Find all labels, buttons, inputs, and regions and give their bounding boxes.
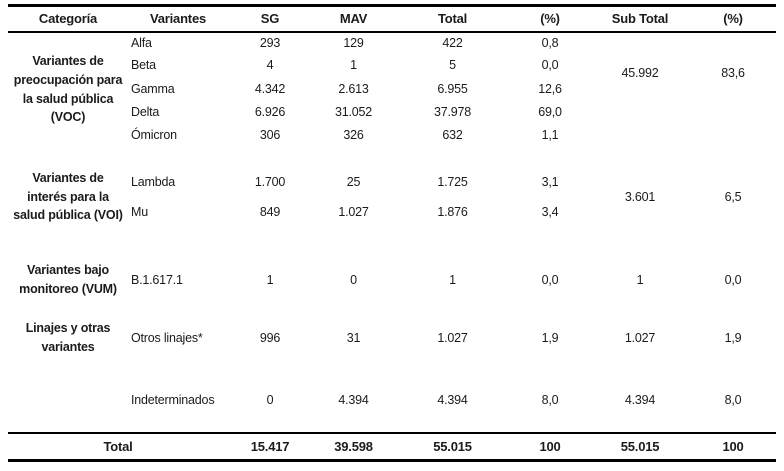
total-row: Total 15.417 39.598 55.015 100 55.015 10… (8, 431, 776, 462)
table-row-mu: Mu 849 1.027 1.876 3,4 (8, 197, 776, 227)
value-cell-sg: 1 (266, 273, 274, 287)
value-cell-mav: 2.613 (338, 81, 369, 96)
column-header-pct: (%) (510, 4, 590, 33)
spacer-cell (8, 147, 776, 168)
value-cell-pct: 3,4 (541, 204, 559, 219)
subtotal-cell-indeterminados: 4.394 (624, 392, 656, 407)
subtotal-cell-linajes: 1.027 (624, 331, 656, 345)
value-cell-mav: 4.394 (338, 392, 369, 407)
value-cell-total: 1.725 (437, 175, 468, 189)
value-cell-sg: 6.926 (254, 105, 286, 119)
variant-cell: Delta (131, 105, 160, 119)
value-cell-sg: 306 (259, 128, 281, 142)
variant-cell: Mu (131, 204, 148, 219)
table-row-indeterminados: Indeterminados 0 4.394 4.394 8,0 4.394 8… (8, 368, 776, 433)
subtotal-pct-cell-voi: 6,5 (724, 190, 742, 204)
value-cell-pct: 1,1 (541, 128, 559, 142)
table-row-beta: Beta 4 1 5 0,0 (8, 54, 776, 77)
subtotal-cell-vum: 1 (636, 273, 644, 287)
subtotal-cell-voc: 45.992 (621, 65, 659, 80)
variant-cell: B.1.617.1 (131, 273, 183, 287)
table-row-delta: Delta 6.926 31.052 37.978 69,0 (8, 101, 776, 124)
subtotal-pct-cell-indeterminados: 8,0 (724, 392, 742, 407)
value-cell-pct: 8,0 (541, 392, 559, 407)
variant-cell: Beta (131, 58, 156, 72)
variant-cell: Otros linajes* (131, 331, 203, 345)
spacer-row (8, 227, 776, 252)
value-cell-mav: 1 (350, 58, 357, 72)
subtotal-pct-cell-voc: 83,6 (721, 65, 745, 80)
category-cell-voc: Variantes de preocupación para la salud … (13, 54, 123, 125)
value-cell-sg: 4.342 (254, 81, 286, 96)
column-header-sg: SG (228, 4, 312, 33)
value-cell-pct: 0,8 (541, 36, 559, 50)
value-cell-sg: 4 (266, 58, 274, 72)
value-cell-sg: 849 (259, 204, 281, 219)
variant-cell: Gamma (131, 81, 175, 96)
value-cell-pct: 0,0 (541, 58, 559, 72)
column-header-total: Total (395, 4, 510, 33)
value-cell-sg: 1.700 (254, 175, 286, 189)
value-cell-total: 632 (442, 128, 463, 142)
value-cell-total: 1.876 (437, 204, 468, 219)
variant-cell: Indeterminados (131, 392, 215, 407)
total-subtotal-pct-cell: 100 (690, 431, 776, 462)
value-cell-mav: 0 (350, 273, 357, 287)
total-subtotal-cell: 55.015 (590, 431, 690, 462)
subtotal-pct-cell-linajes: 1,9 (724, 331, 742, 345)
column-header-subtotal-pct: (%) (690, 4, 776, 33)
value-cell-pct: 12,6 (538, 81, 562, 96)
value-cell-mav: 31 (346, 331, 361, 345)
total-label-cell: Total (8, 431, 228, 462)
subtotal-pct-cell-vum: 0,0 (724, 273, 742, 287)
value-cell-pct: 0,0 (541, 273, 559, 287)
category-cell-voi: Variantes de interés para la salud públi… (13, 170, 123, 223)
variant-cell: Lambda (131, 175, 175, 189)
total-total-cell: 55.015 (395, 431, 510, 462)
value-cell-sg: 996 (259, 331, 281, 345)
table-row-gamma: Gamma 4.342 2.613 6.955 12,6 (8, 77, 776, 101)
total-mav-cell: 39.598 (312, 431, 395, 462)
table-row-b16171: Variantes bajo monitoreo (VUM) B.1.617.1… (8, 252, 776, 309)
total-pct-cell: 100 (510, 431, 590, 462)
value-cell-mav: 31.052 (334, 105, 373, 119)
variant-cell: Ómicron (131, 128, 177, 142)
column-header-categoria: Categoría (8, 4, 128, 33)
value-cell-pct: 69,0 (538, 105, 562, 119)
value-cell-mav: 129 (343, 36, 364, 50)
value-cell-mav: 1.027 (338, 204, 369, 219)
total-sg-cell: 15.417 (228, 431, 312, 462)
header-row: Categoría Variantes SG MAV Total (%) Sub… (8, 4, 776, 33)
value-cell-pct: 1,9 (541, 331, 559, 345)
value-cell-total: 1.027 (437, 331, 468, 345)
value-cell-mav: 25 (346, 175, 361, 189)
table-row-lambda: Variantes de interés para la salud públi… (8, 168, 776, 223)
variant-cell: Alfa (131, 36, 152, 50)
value-cell-pct: 3,1 (541, 175, 559, 189)
table-row-omicron: Ómicron 306 326 632 1,1 (8, 124, 776, 147)
value-cell-total: 5 (449, 58, 456, 72)
value-cell-sg: 293 (259, 36, 281, 50)
value-cell-mav: 326 (343, 128, 364, 142)
spacer-cell (8, 227, 776, 252)
category-cell-vum: Variantes bajo monitoreo (VUM) (19, 263, 117, 296)
value-cell-total: 422 (442, 36, 463, 50)
table-row-alfa: Variantes de preocupación para la salud … (8, 32, 776, 124)
spacer-row (8, 147, 776, 168)
subtotal-cell-voi: 3.601 (624, 190, 656, 204)
column-header-subtotal: Sub Total (590, 4, 690, 33)
value-cell-total: 37.978 (433, 105, 472, 119)
category-cell-linajes: Linajes y otras variantes (25, 321, 111, 354)
variants-table: Categoría Variantes SG MAV Total (%) Sub… (8, 4, 776, 462)
column-header-mav: MAV (312, 4, 395, 33)
value-cell-total: 6.955 (437, 81, 468, 96)
table-row-otros-linajes: Linajes y otras variantes Otros linajes*… (8, 309, 776, 368)
value-cell-sg: 0 (266, 392, 274, 407)
value-cell-total: 4.394 (437, 392, 468, 407)
category-cell-empty (8, 368, 128, 433)
report-page: Categoría Variantes SG MAV Total (%) Sub… (0, 4, 784, 471)
column-header-variantes: Variantes (128, 4, 228, 33)
value-cell-total: 1 (449, 273, 456, 287)
